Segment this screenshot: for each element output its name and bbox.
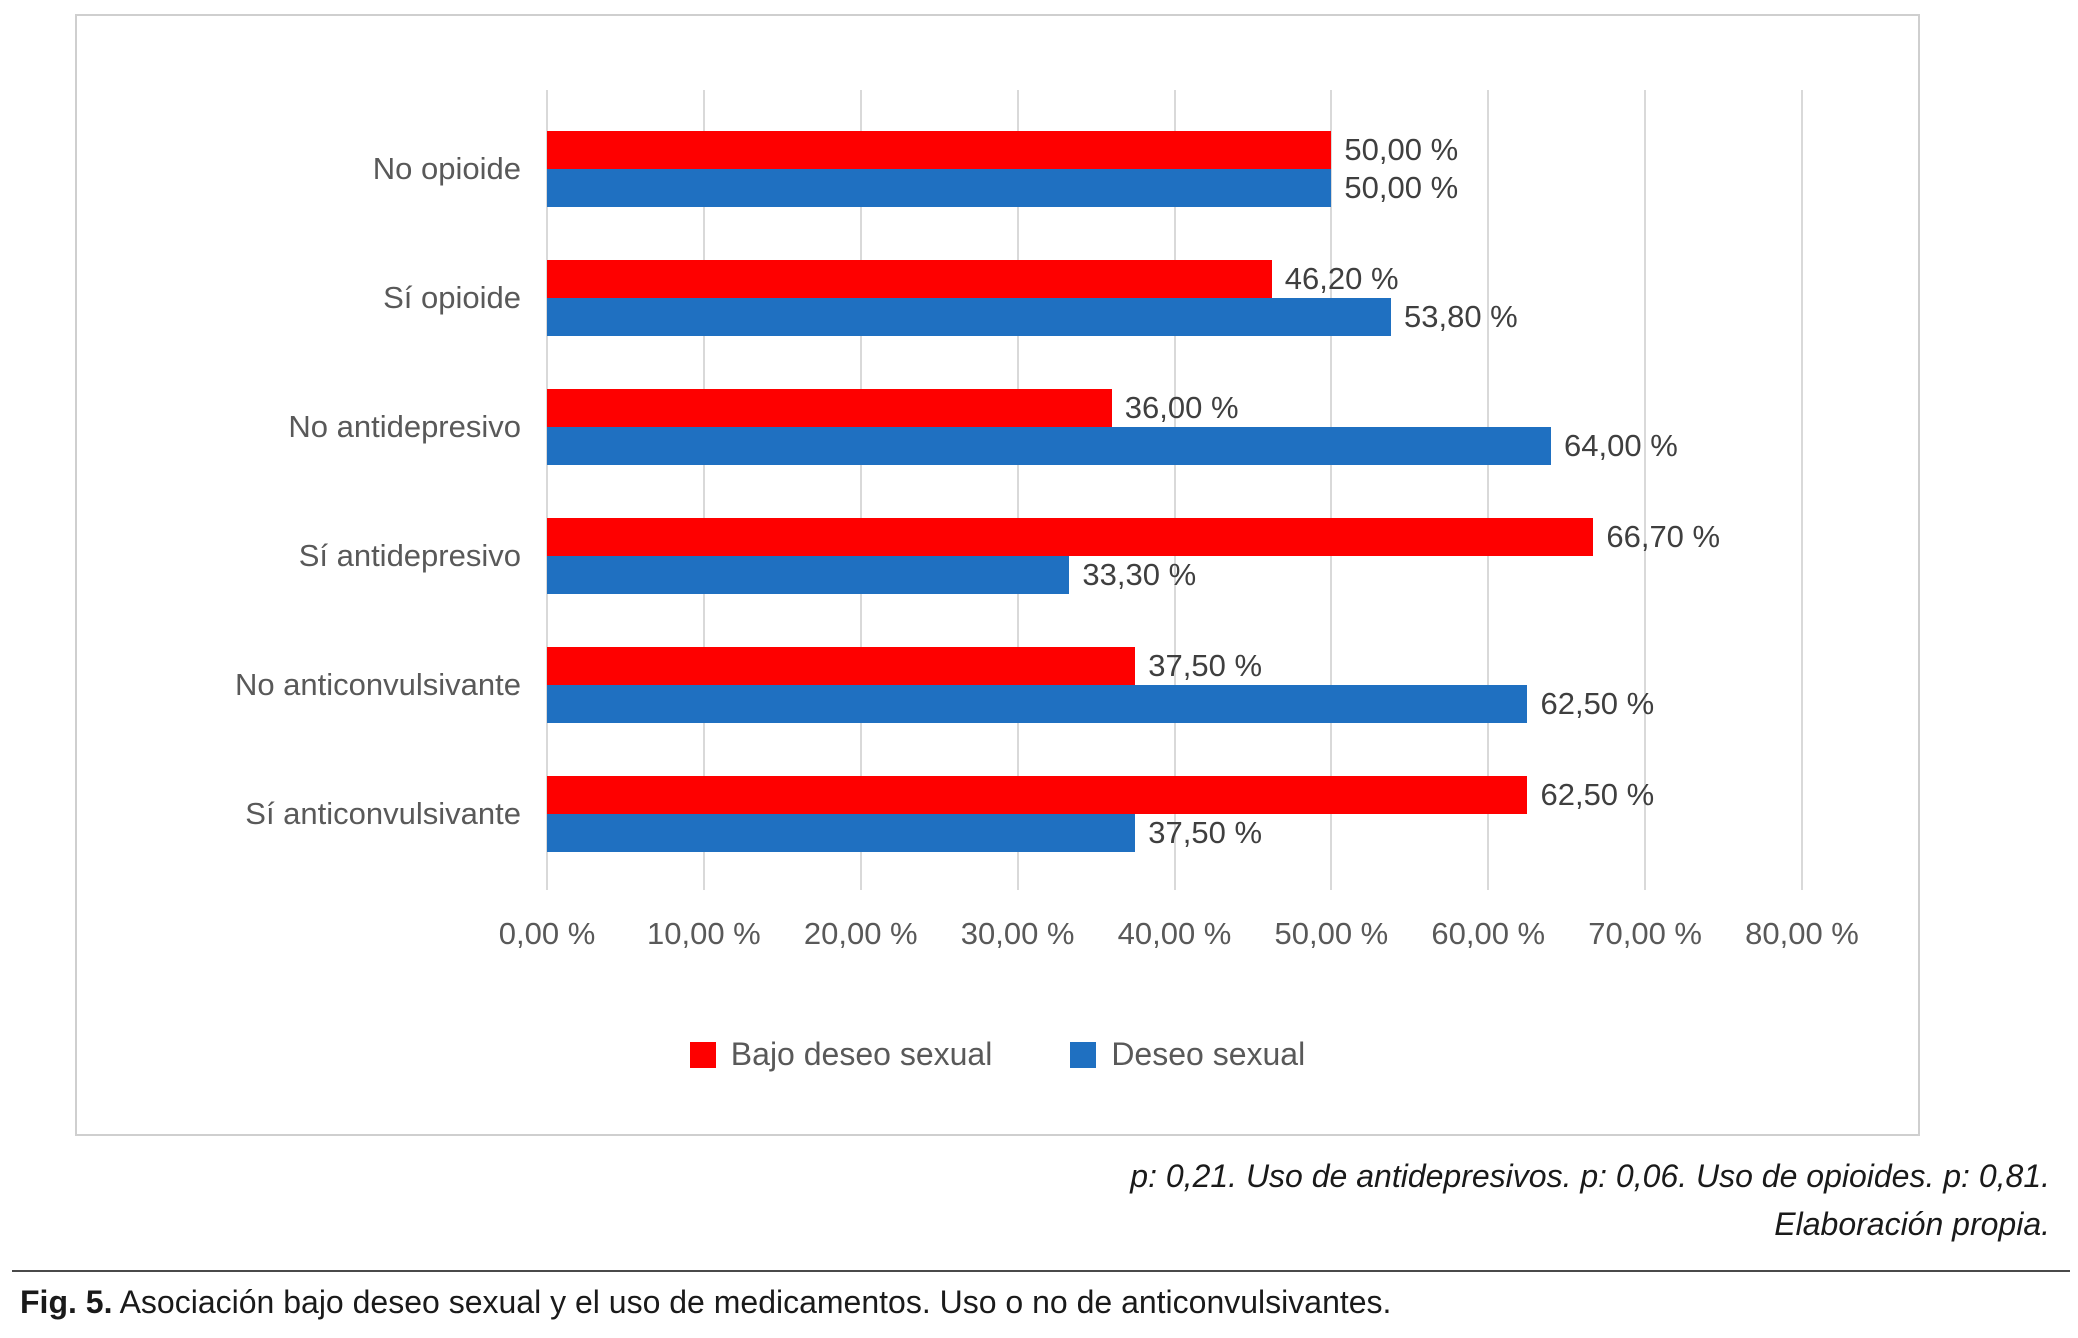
category-group: 46,20 % 53,80 % [547, 233, 1802, 362]
category-group: 66,70 % 33,30 % [547, 491, 1802, 620]
bar-row: 50,00 % [547, 168, 1802, 207]
category-label: No anticonvulsivante [234, 666, 521, 702]
bar-bajo-deseo-sexual [547, 388, 1112, 427]
legend-item-deseo-sexual: Deseo sexual [1070, 1036, 1305, 1073]
bar-deseo-sexual [547, 555, 1070, 594]
caption-label: Fig. 5. [20, 1284, 113, 1320]
plot-area: 50,00 % 50,00 % 46,20 % 53,80 % 36,00 % 64,00… [499, 90, 1859, 951]
category-label: Sí opioide [383, 279, 521, 315]
category-group: 62,50 % 37,50 % [547, 749, 1802, 878]
bar-row: 37,50 % [547, 813, 1802, 852]
value-label: 37,50 % [1148, 814, 1263, 850]
bar-bajo-deseo-sexual [547, 259, 1272, 298]
x-axis-tick-label: 20,00 % [803, 916, 918, 951]
notes-line-2: Elaboración propia. [1774, 1206, 2050, 1242]
x-axis-tick-label: 40,00 % [1117, 916, 1232, 951]
value-label: 64,00 % [1564, 427, 1678, 463]
category-labels: No opioide Sí opioide No antidepresivo Sí a… [77, 104, 547, 878]
caption-text: Asociación bajo deseo sexual y el uso de… [112, 1284, 1392, 1320]
notes-line-1: p: 0,21. Uso de antidepresivos. p: 0,06.… [1130, 1158, 2050, 1194]
bar-deseo-sexual [547, 426, 1551, 465]
figure-box: No opioide Sí opioide No antidepresivo Sí a… [75, 14, 1920, 1136]
value-label: 53,80 % [1403, 298, 1518, 334]
category-group: 36,00 % 64,00 % [547, 362, 1802, 491]
chart-legend: Bajo deseo sexual Deseo sexual [77, 1036, 1918, 1073]
x-axis-tick-label: 80,00 % [1745, 916, 1859, 951]
value-label: 50,00 % [1344, 169, 1459, 205]
value-label: 62,50 % [1540, 685, 1655, 721]
bar-row: 33,30 % [547, 555, 1802, 594]
bar-row: 64,00 % [547, 426, 1802, 465]
bar-bajo-deseo-sexual [547, 130, 1332, 169]
bar-row: 36,00 % [547, 388, 1802, 427]
category-group: 50,00 % 50,00 % [547, 104, 1802, 233]
bar-chart: No opioide Sí opioide No antidepresivo Sí a… [77, 90, 1918, 951]
value-label: 36,00 % [1124, 389, 1239, 425]
value-label: 62,50 % [1540, 776, 1655, 812]
legend-label-deseo-sexual: Deseo sexual [1111, 1036, 1306, 1072]
bar-deseo-sexual [547, 168, 1332, 207]
category-label: No antidepresivo [288, 408, 521, 444]
category-label: No opioide [372, 150, 521, 186]
bar-bajo-deseo-sexual [547, 775, 1528, 814]
value-label: 33,30 % [1082, 556, 1197, 592]
category-label: Sí antidepresivo [298, 537, 521, 573]
category-label: Sí anticonvulsivante [245, 795, 521, 831]
x-axis-tick-label: 70,00 % [1588, 916, 1703, 951]
x-axis-ticks: 0,00 % 10,00 % 20,00 % 30,00 % 40,00 % 50,00 … [499, 916, 1859, 956]
bar-deseo-sexual [547, 297, 1391, 336]
value-label: 66,70 % [1606, 518, 1721, 554]
legend-label-bajo-deseo-sexual: Bajo deseo sexual [730, 1036, 993, 1072]
legend-item-bajo-deseo-sexual: Bajo deseo sexual [689, 1036, 993, 1073]
x-axis-tick-label: 60,00 % [1431, 916, 1546, 951]
value-label: 50,00 % [1344, 131, 1459, 167]
bar-bajo-deseo-sexual [547, 517, 1594, 556]
bar-deseo-sexual [547, 813, 1136, 852]
caption-divider [12, 1270, 2070, 1272]
legend-swatch-blue [1070, 1041, 1097, 1068]
bar-row: 46,20 % [547, 259, 1802, 298]
bar-row: 62,50 % [547, 684, 1802, 723]
category-group: 37,50 % 62,50 % [547, 620, 1802, 749]
bar-row: 62,50 % [547, 775, 1802, 814]
bar-deseo-sexual [547, 684, 1528, 723]
value-label: 37,50 % [1148, 647, 1263, 683]
bar-bajo-deseo-sexual [547, 646, 1136, 685]
bar-row: 50,00 % [547, 130, 1802, 169]
x-axis-tick-label: 30,00 % [960, 916, 1075, 951]
x-axis-tick-label: 50,00 % [1274, 916, 1389, 951]
figure-caption: Fig. 5. Asociación bajo deseo sexual y e… [20, 1284, 2078, 1321]
x-axis-tick-label: 10,00 % [646, 916, 761, 951]
bar-rows: 50,00 % 50,00 % 46,20 % 53,80 % 36,00 % 64,00… [547, 104, 1802, 878]
x-axis-tick-label: 0,00 % [498, 916, 596, 951]
legend-swatch-red [689, 1041, 716, 1068]
bar-row: 66,70 % [547, 517, 1802, 556]
value-label: 46,20 % [1284, 260, 1399, 296]
bar-row: 37,50 % [547, 646, 1802, 685]
bar-row: 53,80 % [547, 297, 1802, 336]
figure-notes: p: 0,21. Uso de antidepresivos. p: 0,06.… [0, 1152, 2078, 1248]
